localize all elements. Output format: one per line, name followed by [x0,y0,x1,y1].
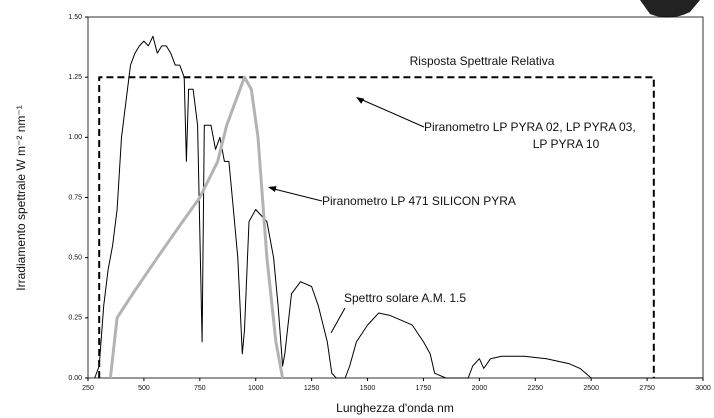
x-tick-label: 3000 [695,385,711,392]
y-tick-label: 1.25 [68,74,82,81]
x-tick-label: 2000 [472,385,488,392]
x-tick-label: 500 [138,385,150,392]
x-axis-title: Lunghezza d'onda nm [336,401,454,415]
x-tick-label: 1250 [304,385,320,392]
arrow [269,187,323,202]
x-tick-label: 1500 [360,385,376,392]
y-tick-label: 0.00 [68,375,82,382]
y-tick-label: 0.75 [68,194,82,201]
annotation: LP PYRA 10 [533,137,600,151]
y-axis-title: Irradiamento spettrale W m⁻² nm⁻¹ [14,105,28,290]
annotation: Risposta Spettrale Relativa [410,54,555,68]
arrow [357,97,425,128]
annotation: Piranometro LP PYRA 02, LP PYRA 03, [424,120,636,134]
x-tick-label: 2750 [639,385,655,392]
x-tick-label: 750 [194,385,206,392]
device-photo [640,0,700,18]
x-tick-label: 2500 [583,385,599,392]
y-tick-label: 0.25 [68,315,82,322]
y-tick-label: 1.00 [68,134,82,141]
series-line [98,76,655,378]
x-tick-label: 1750 [416,385,432,392]
annotation: Spettro solare A.M. 1.5 [344,291,466,305]
x-tick-label: 250 [82,385,94,392]
y-tick-label: 0.50 [68,255,82,262]
series-line [94,35,703,379]
series-line [108,75,285,379]
arrow-head [356,97,365,104]
arrow [330,307,346,334]
annotation: Piranometro LP 471 SILICON PYRA [322,194,516,208]
y-tick-label: 1.50 [68,14,82,21]
x-tick-label: 2250 [527,385,543,392]
x-tick-label: 1000 [248,385,264,392]
